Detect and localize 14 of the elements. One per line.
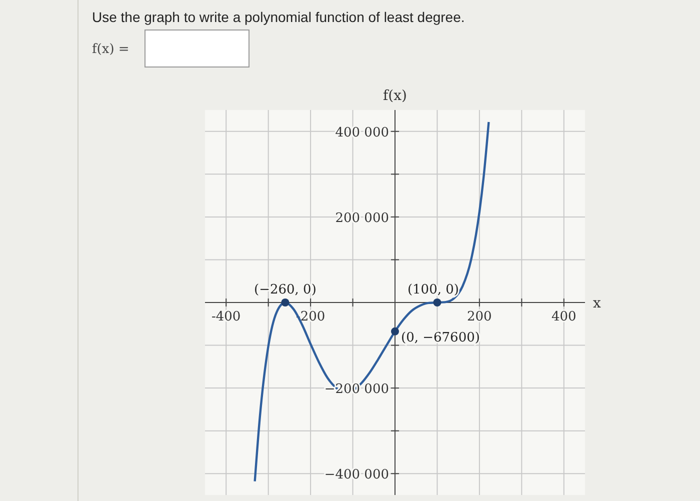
x-axis-title: x bbox=[593, 296, 601, 312]
annotation: (−260, 0) bbox=[254, 282, 316, 298]
text: f(x) = bbox=[92, 42, 130, 57]
annotation: (0, −67600) bbox=[401, 330, 480, 346]
line-series bbox=[254, 120, 490, 482]
y-axis-title: f(x) bbox=[382, 88, 408, 104]
y-tick-label: −400 000 bbox=[324, 468, 389, 483]
x-tick-label: 400 bbox=[551, 310, 576, 324]
y-tick-label: 400 000 bbox=[335, 125, 389, 140]
x-tick-label: -400 bbox=[212, 310, 241, 324]
y-tick-label: 200 000 bbox=[335, 210, 389, 226]
annotation: (100, 0) bbox=[407, 282, 459, 298]
chart-title: Use the graph to write a polynomial function of least degree. bbox=[92, 9, 465, 25]
x-tick-label: 200 bbox=[467, 310, 492, 324]
